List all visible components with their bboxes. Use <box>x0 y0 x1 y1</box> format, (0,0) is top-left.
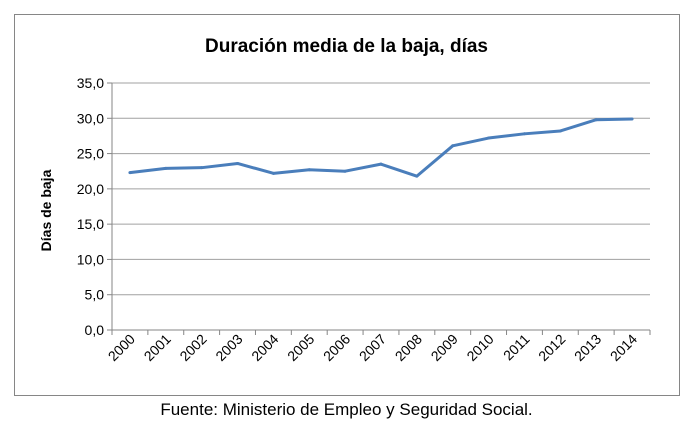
x-tick-label: 2005 <box>284 331 317 364</box>
data-point <box>379 162 383 166</box>
data-point <box>200 166 204 170</box>
data-point <box>415 174 419 178</box>
chart-title: Duración media de la baja, días <box>205 36 488 57</box>
x-tick-label: 2009 <box>428 331 461 364</box>
x-tick-label: 2011 <box>500 331 533 364</box>
x-tick-label: 2004 <box>248 331 281 364</box>
source-note: Fuente: Ministerio de Empleo y Seguridad… <box>160 400 533 419</box>
x-tick-label: 2010 <box>463 331 496 364</box>
x-tick-label: 2003 <box>212 331 245 364</box>
data-point <box>487 136 491 140</box>
chart-frame <box>14 14 680 396</box>
x-tick-label: 2001 <box>141 331 174 364</box>
data-point <box>307 168 311 172</box>
x-tick-label: 2007 <box>356 331 389 364</box>
y-axis-label: Días de baja <box>38 169 54 251</box>
data-point <box>128 171 132 175</box>
data-point <box>164 166 168 170</box>
data-point <box>343 169 347 173</box>
x-tick-label: 2013 <box>571 331 604 364</box>
y-tick-label: 5,0 <box>85 287 105 303</box>
data-point <box>558 129 562 133</box>
x-tick-label: 2008 <box>392 331 425 364</box>
data-point <box>594 118 598 122</box>
x-tick-label: 2006 <box>320 331 353 364</box>
y-tick-label: 20,0 <box>77 181 104 197</box>
data-point <box>271 171 275 175</box>
x-tick-label: 2014 <box>607 331 640 364</box>
x-tick-label: 2002 <box>176 331 209 364</box>
y-tick-label: 35,0 <box>77 75 104 91</box>
data-point <box>630 117 634 121</box>
data-point <box>522 132 526 136</box>
x-tick-label: 2000 <box>105 331 138 364</box>
y-tick-label: 0,0 <box>85 322 105 338</box>
y-tick-label: 10,0 <box>77 251 104 267</box>
x-tick-label: 2012 <box>535 331 568 364</box>
y-tick-label: 30,0 <box>77 110 104 126</box>
series-line <box>129 117 633 178</box>
data-point <box>236 161 240 165</box>
y-tick-label: 25,0 <box>77 146 104 162</box>
data-point <box>451 144 455 148</box>
y-tick-label: 15,0 <box>77 216 104 232</box>
